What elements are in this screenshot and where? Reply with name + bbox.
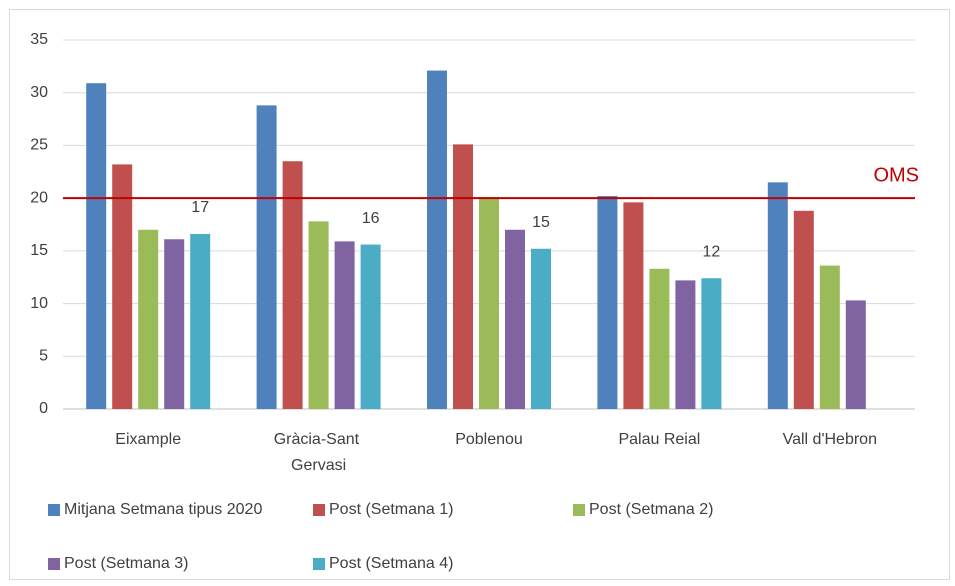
y-tick-label: 20 — [30, 189, 48, 206]
reference-label: OMS — [873, 164, 919, 186]
x-tick-label: Eixample — [115, 431, 181, 448]
bar — [282, 161, 303, 409]
bar — [256, 105, 277, 409]
y-tick-label: 30 — [30, 84, 48, 101]
bar — [479, 197, 499, 409]
legend-swatch — [48, 504, 60, 516]
x-tick-label: Vall d'Hebron — [783, 431, 877, 448]
y-tick-label: 35 — [30, 31, 48, 48]
bar — [701, 278, 722, 409]
bar — [623, 202, 644, 409]
bar — [531, 248, 551, 409]
legend-label: Post (Setmana 3) — [64, 555, 189, 572]
legend-swatch — [313, 504, 325, 516]
bar — [649, 268, 670, 409]
bar — [112, 164, 133, 409]
bar — [308, 221, 329, 409]
bar — [86, 83, 107, 410]
data-label: 12 — [703, 243, 721, 260]
bar — [675, 280, 696, 409]
legend-label: Post (Setmana 1) — [329, 501, 454, 518]
bar — [334, 241, 355, 409]
legend-label: Post (Setmana 4) — [329, 555, 454, 572]
legend-swatch — [48, 558, 60, 570]
data-label: 15 — [532, 214, 550, 231]
legend-swatch — [313, 558, 325, 570]
legend-label: Post (Setmana 2) — [589, 501, 714, 518]
bar — [427, 70, 447, 410]
bar — [360, 244, 381, 409]
bar — [793, 210, 814, 409]
bar — [767, 182, 788, 409]
legend-swatch — [573, 504, 585, 516]
y-tick-label: 25 — [30, 137, 48, 154]
bar — [453, 144, 473, 410]
y-tick-label: 10 — [30, 295, 48, 312]
legend-label: Mitjana Setmana tipus 2020 — [64, 501, 262, 518]
bar — [505, 229, 525, 409]
y-tick-label: 5 — [39, 348, 48, 365]
y-tick-label: 15 — [30, 242, 48, 259]
x-tick-label: Palau Reial — [618, 431, 700, 448]
x-tick-label: Poblenou — [455, 431, 523, 448]
bar — [190, 233, 211, 409]
x-tick-label: Gràcia-Sant Gervasi — [274, 431, 364, 474]
data-label: 16 — [362, 210, 380, 227]
y-tick-label: 0 — [39, 400, 48, 417]
bar — [845, 300, 866, 409]
bar — [138, 229, 159, 409]
bar — [164, 239, 185, 409]
bar — [597, 196, 618, 409]
bar — [819, 265, 840, 409]
data-label: 17 — [191, 199, 209, 216]
